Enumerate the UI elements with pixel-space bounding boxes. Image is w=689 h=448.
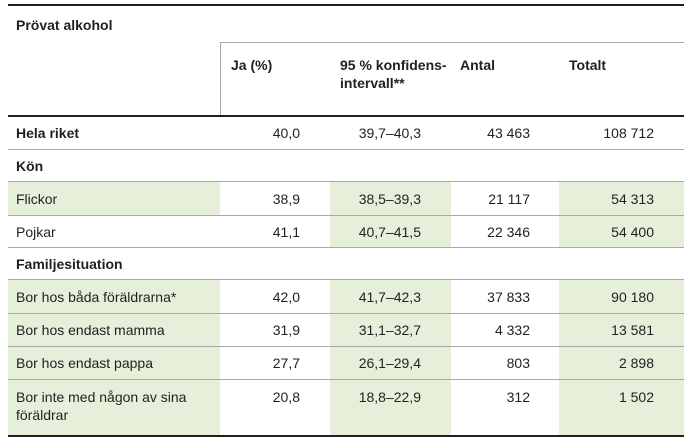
- rule-row8: [8, 379, 684, 380]
- cell-totalt: 13 581: [611, 322, 654, 338]
- cell-antal: 37 833: [487, 289, 530, 305]
- shade-ci-familj: [330, 280, 451, 435]
- row-label: Flickor: [16, 191, 58, 207]
- cell-antal: 312: [506, 389, 530, 405]
- col-header-totalt: Totalt: [569, 57, 607, 73]
- cell-ja: 40,0: [272, 125, 300, 141]
- rule-row6: [8, 313, 684, 314]
- shade-label-familj: [8, 280, 220, 313]
- cell-totalt: 1 502: [618, 389, 654, 405]
- row-label: Bor hos endast pappa: [16, 355, 153, 371]
- cell-ja: 42,0: [272, 289, 300, 305]
- shade-ci-pojkar: [330, 216, 451, 247]
- cell-ja: 31,9: [272, 322, 300, 338]
- cell-ci: 31,1–32,7: [358, 322, 421, 338]
- cell-ja: 41,1: [272, 224, 300, 240]
- cell-antal: 4 332: [494, 322, 530, 338]
- cell-totalt: 90 180: [611, 289, 654, 305]
- section-heading: Kön: [16, 158, 44, 174]
- table-title: Prövat alkohol: [16, 17, 113, 33]
- section-heading: Familjesituation: [16, 256, 123, 272]
- rule-row5: [8, 279, 684, 280]
- cell-ci: 26,1–29,4: [358, 355, 421, 371]
- shade-label-pappa: [8, 347, 220, 379]
- row-label: Bor hos båda föräldrarna*: [16, 289, 177, 305]
- cell-antal: 43 463: [487, 125, 530, 141]
- col-header-ci: 95 % konfidens- intervall**: [340, 57, 447, 91]
- row-label: Bor hos endast mamma: [16, 322, 165, 338]
- col-header-ja: Ja (%): [231, 57, 273, 73]
- cell-totalt: 54 313: [611, 191, 654, 207]
- cell-antal: 21 117: [488, 191, 530, 207]
- rule-bottom: [8, 435, 684, 437]
- shade-ci-flickor: [330, 182, 451, 215]
- cell-ja: 38,9: [272, 191, 300, 207]
- cell-totalt: 108 712: [603, 125, 654, 141]
- cell-ci: 39,7–40,3: [358, 125, 421, 141]
- rule-row3: [8, 215, 684, 216]
- cell-ja: 27,7: [272, 355, 300, 371]
- shade-label-mamma: [8, 314, 220, 346]
- cell-ci: 18,8–22,9: [358, 389, 421, 405]
- cell-ci: 41,7–42,3: [358, 289, 421, 305]
- cell-ci: 40,7–41,5: [358, 224, 421, 240]
- rule-top: [8, 4, 684, 6]
- row-label: Pojkar: [16, 224, 56, 240]
- shade-label-inte: [8, 380, 220, 435]
- shade-totalt-pojkar: [559, 216, 684, 247]
- col-header-antal: Antal: [460, 57, 495, 73]
- cell-ja: 20,8: [272, 389, 300, 405]
- rule-row4: [8, 247, 684, 248]
- rule-row2: [8, 181, 684, 182]
- shade-totalt-familj: [559, 280, 684, 435]
- rule-vertical: [220, 42, 221, 115]
- row-label: Bor inte med någon av sina föräldrar: [16, 389, 187, 423]
- row-label: Hela riket: [16, 125, 80, 141]
- rule-row7: [8, 346, 684, 347]
- rule-row1: [8, 149, 684, 150]
- cell-antal: 22 346: [487, 224, 530, 240]
- shade-label-flickor: [8, 182, 220, 215]
- cell-ci: 38,5–39,3: [358, 191, 421, 207]
- rule-title: [220, 42, 684, 43]
- cell-antal: 803: [506, 355, 530, 371]
- cell-totalt: 2 898: [618, 355, 654, 371]
- shade-totalt-flickor: [559, 182, 684, 215]
- rule-header: [8, 115, 684, 117]
- cell-totalt: 54 400: [611, 224, 654, 240]
